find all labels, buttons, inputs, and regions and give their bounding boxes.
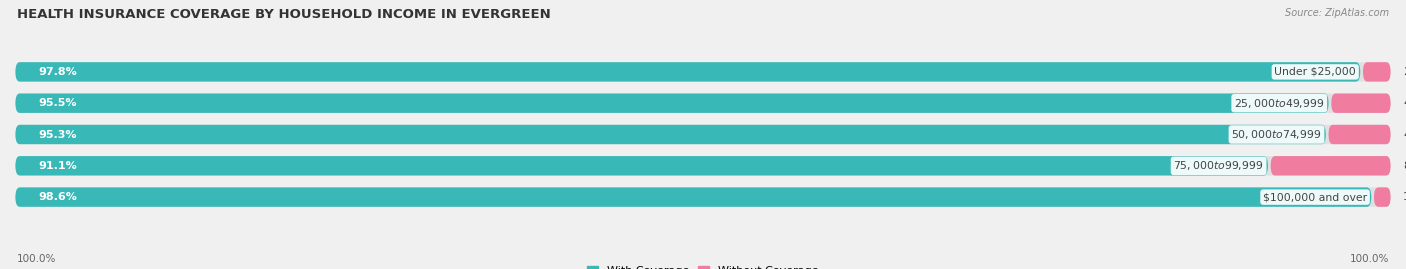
FancyBboxPatch shape <box>15 156 1268 175</box>
Legend: With Coverage, Without Coverage: With Coverage, Without Coverage <box>582 261 824 269</box>
Text: 91.1%: 91.1% <box>39 161 77 171</box>
FancyBboxPatch shape <box>15 62 1360 82</box>
Text: 1.4%: 1.4% <box>1403 192 1406 202</box>
Text: Under $25,000: Under $25,000 <box>1274 67 1357 77</box>
FancyBboxPatch shape <box>1331 94 1391 113</box>
FancyBboxPatch shape <box>1271 156 1391 175</box>
Text: 4.7%: 4.7% <box>1403 129 1406 140</box>
FancyBboxPatch shape <box>15 62 1391 82</box>
Text: 8.9%: 8.9% <box>1403 161 1406 171</box>
FancyBboxPatch shape <box>15 94 1391 113</box>
FancyBboxPatch shape <box>15 125 1391 144</box>
Text: 100.0%: 100.0% <box>17 254 56 264</box>
FancyBboxPatch shape <box>1374 187 1391 207</box>
Text: 95.5%: 95.5% <box>39 98 77 108</box>
FancyBboxPatch shape <box>15 94 1329 113</box>
Text: 98.6%: 98.6% <box>39 192 77 202</box>
Text: $100,000 and over: $100,000 and over <box>1263 192 1367 202</box>
Text: 2.2%: 2.2% <box>1403 67 1406 77</box>
FancyBboxPatch shape <box>15 156 1391 175</box>
Text: 97.8%: 97.8% <box>39 67 77 77</box>
Text: $75,000 to $99,999: $75,000 to $99,999 <box>1174 159 1264 172</box>
FancyBboxPatch shape <box>1329 125 1391 144</box>
Text: $25,000 to $49,999: $25,000 to $49,999 <box>1234 97 1324 110</box>
FancyBboxPatch shape <box>1362 62 1391 82</box>
Text: 100.0%: 100.0% <box>1350 254 1389 264</box>
FancyBboxPatch shape <box>15 125 1326 144</box>
FancyBboxPatch shape <box>15 187 1371 207</box>
Text: 4.5%: 4.5% <box>1403 98 1406 108</box>
Text: Source: ZipAtlas.com: Source: ZipAtlas.com <box>1285 8 1389 18</box>
Text: $50,000 to $74,999: $50,000 to $74,999 <box>1232 128 1322 141</box>
FancyBboxPatch shape <box>15 187 1391 207</box>
Text: HEALTH INSURANCE COVERAGE BY HOUSEHOLD INCOME IN EVERGREEN: HEALTH INSURANCE COVERAGE BY HOUSEHOLD I… <box>17 8 551 21</box>
Text: 95.3%: 95.3% <box>39 129 77 140</box>
